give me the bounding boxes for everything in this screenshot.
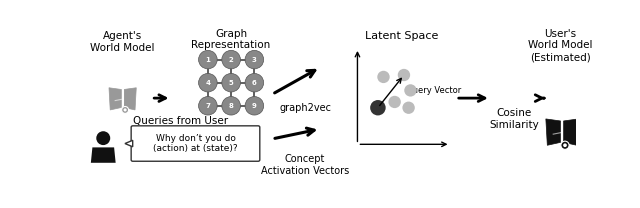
Text: Graph
Representation: Graph Representation bbox=[191, 29, 271, 50]
Circle shape bbox=[198, 50, 217, 69]
Polygon shape bbox=[124, 88, 136, 110]
Text: 1: 1 bbox=[205, 57, 211, 63]
Circle shape bbox=[96, 131, 110, 145]
Circle shape bbox=[222, 50, 241, 69]
Polygon shape bbox=[91, 147, 116, 163]
Text: Agent's
World Model: Agent's World Model bbox=[90, 31, 155, 53]
Polygon shape bbox=[564, 119, 579, 145]
Text: 6: 6 bbox=[252, 80, 257, 86]
Polygon shape bbox=[546, 119, 561, 145]
Circle shape bbox=[388, 96, 401, 108]
Text: Cosine
Similarity: Cosine Similarity bbox=[489, 108, 539, 130]
Text: Latent Space: Latent Space bbox=[365, 31, 438, 41]
Text: 3: 3 bbox=[252, 57, 257, 63]
Circle shape bbox=[124, 108, 127, 111]
Circle shape bbox=[222, 73, 241, 92]
Circle shape bbox=[245, 50, 264, 69]
Text: 8: 8 bbox=[228, 103, 234, 109]
Circle shape bbox=[561, 141, 569, 149]
Circle shape bbox=[245, 73, 264, 92]
Text: Queries from User: Queries from User bbox=[133, 116, 228, 126]
Text: 2: 2 bbox=[228, 57, 234, 63]
Polygon shape bbox=[109, 88, 122, 110]
Circle shape bbox=[404, 84, 417, 97]
Circle shape bbox=[245, 97, 264, 115]
Circle shape bbox=[198, 73, 217, 92]
Polygon shape bbox=[562, 136, 568, 145]
Polygon shape bbox=[123, 102, 127, 110]
Text: 7: 7 bbox=[205, 103, 211, 109]
Text: Query Vector: Query Vector bbox=[406, 86, 461, 95]
Circle shape bbox=[397, 69, 410, 81]
Polygon shape bbox=[125, 140, 132, 147]
Circle shape bbox=[198, 97, 217, 115]
Circle shape bbox=[563, 144, 567, 147]
Circle shape bbox=[403, 102, 415, 114]
Circle shape bbox=[222, 97, 241, 115]
Text: 5: 5 bbox=[228, 80, 234, 86]
Circle shape bbox=[378, 71, 390, 83]
FancyBboxPatch shape bbox=[131, 126, 260, 161]
Text: Concept
Activation Vectors: Concept Activation Vectors bbox=[260, 154, 349, 176]
Circle shape bbox=[122, 106, 129, 113]
Text: 9: 9 bbox=[252, 103, 257, 109]
Text: 4: 4 bbox=[205, 80, 211, 86]
Text: Why don’t you do
(action) at (state)?: Why don’t you do (action) at (state)? bbox=[153, 134, 238, 153]
Text: graph2vec: graph2vec bbox=[280, 103, 332, 113]
Text: User's
World Model
(Estimated): User's World Model (Estimated) bbox=[528, 29, 593, 62]
Circle shape bbox=[370, 100, 386, 115]
